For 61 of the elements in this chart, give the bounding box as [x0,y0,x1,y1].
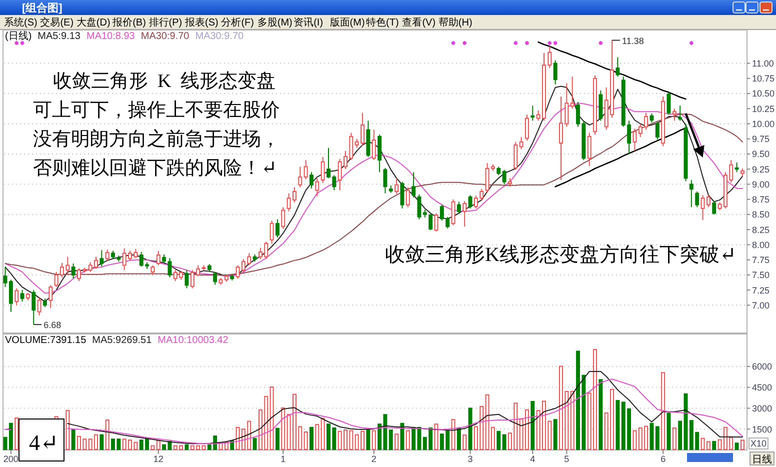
text: 多股(M) [257,16,292,28]
y-tick-label: 3000 [752,403,772,414]
text: 大盘(D) [76,16,110,28]
text: MA5:9269.51 [92,335,152,346]
text: MA30:9.70 [140,31,190,42]
annotation: 没有明朗方向之前急于进场， [33,128,280,150]
y-tick-label: 10.50 [752,88,775,99]
text: 分析(F) [221,16,254,28]
text: MA10:10003.42 [158,335,229,346]
text: 日线 [752,454,772,466]
text: 查看(V) [402,16,436,28]
y-tick-label: 9.50 [752,149,770,160]
x-tick-label: 1 [280,454,286,464]
y-tick-label: 8.00 [752,240,770,250]
x-tick-label: 2 [371,454,376,464]
x-tick-label: 12 [153,454,164,464]
annotation: 收敛三角形 K 线形态变盘 [53,70,276,92]
y-tick-label: 9.00 [752,179,770,190]
y-tick-label: 6000 [752,362,772,372]
text: [组合图] [22,2,63,14]
text: MA10:8.93 [86,31,136,42]
text: 帮助(H) [438,16,472,28]
y-tick-label: 10.00 [752,118,775,129]
text: 系统(S) [4,16,38,28]
annotation: 4↵ [29,430,58,455]
x-tick-label: 4 [530,454,536,464]
y-tick-label: 1500 [752,424,772,434]
y-tick-label: 7.75 [752,255,770,266]
annotation: MA30:9.70 [195,31,244,42]
x-tick-label: 5 [564,454,570,464]
x-tick-label: 3 [468,454,473,464]
annotation: 11.38 [622,36,644,46]
text: 资讯(I) [294,16,324,28]
x-tick-label: 6 [660,454,666,464]
y-tick-label: 10.25 [752,104,775,114]
text: 报表(S) [184,16,218,28]
y-tick-label: 9.75 [752,134,770,144]
y-tick-label: 11.00 [752,58,774,68]
annotation: 否则难以回避下跌的风险！↵ [33,158,277,179]
y-tick-label: 10.75 [752,74,775,84]
y-tick-label: 4500 [752,382,772,393]
y-tick-label: 8.50 [752,210,770,220]
x-tick-label: 200 [3,454,18,464]
annotation: 6.68 [44,320,62,330]
text: 版面(M) [330,18,365,28]
y-tick-label: 7.25 [752,285,770,296]
text: 排行(P) [148,16,182,28]
text: MA5:9.13 [38,31,81,42]
annotation: 收敛三角形K线形态变盘方向往下突破↵ [385,243,736,266]
text: 交易(E) [40,16,74,28]
y-tick-label: 7.50 [752,270,770,280]
y-tick-label: 7.00 [752,300,770,310]
y-axis-title: X10 [750,438,767,448]
y-tick-label: 8.75 [752,194,770,205]
chart-title: (日线) [5,30,32,42]
chart-title: VOLUME:7391.15 [5,335,87,346]
text: 报价(B) [112,16,146,28]
y-tick-label: 8.25 [752,224,770,235]
y-tick-label: 9.25 [752,164,770,174]
text: 特色(T) [366,16,399,28]
annotation: 可上可下，操作上不要在股价 [33,100,280,121]
